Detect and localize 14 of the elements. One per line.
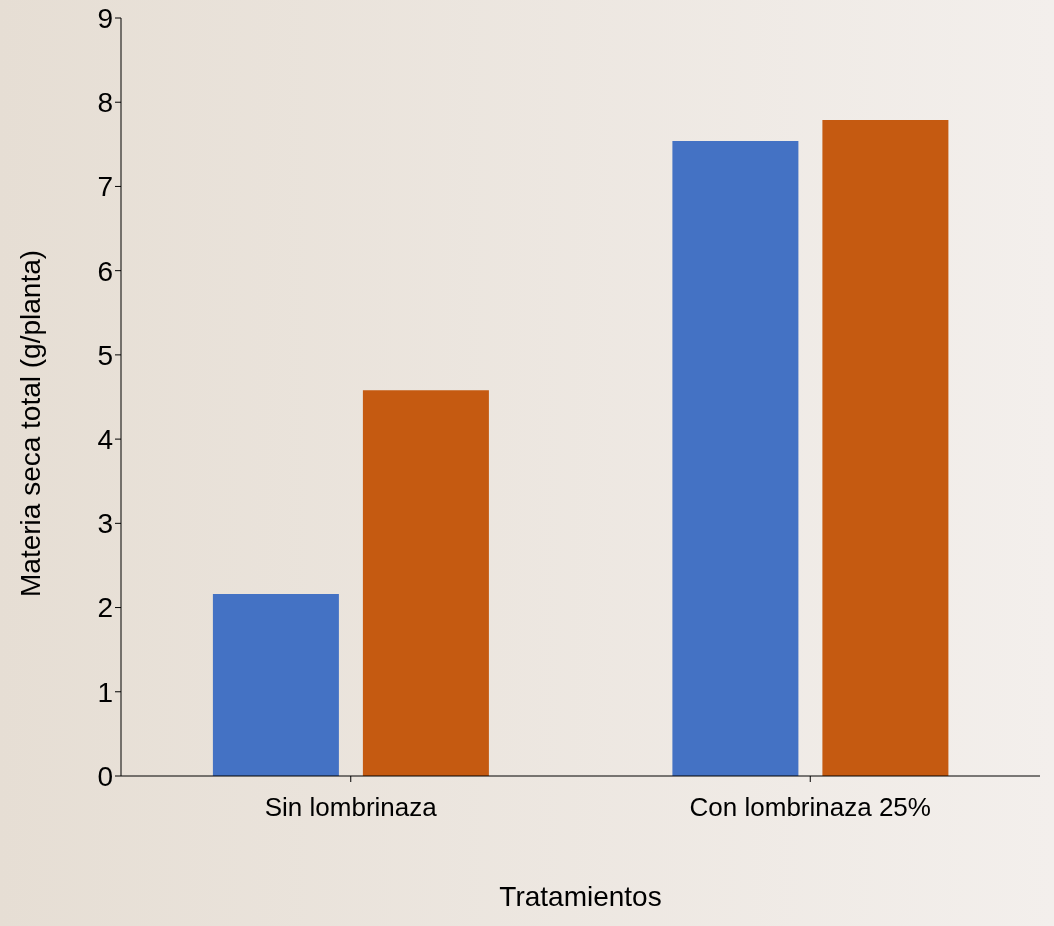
y-axis-title: Materia seca total (g/planta) xyxy=(14,249,46,597)
y-tick-label: 2 xyxy=(97,592,113,624)
y-tick-label: 4 xyxy=(97,424,113,456)
y-tick-label: 1 xyxy=(97,676,113,708)
y-tick-label: 9 xyxy=(97,2,113,34)
y-tick-label: 0 xyxy=(97,760,113,792)
y-tick-label: 5 xyxy=(97,339,113,371)
y-tick-label: 3 xyxy=(97,508,113,540)
x-tick-label: Con lombrinaza 25% xyxy=(689,792,931,823)
y-tick-label: 7 xyxy=(97,171,113,203)
y-tick-label: 6 xyxy=(97,255,113,287)
y-tick-label: 8 xyxy=(97,87,113,119)
x-tick-label: Sin lombrinaza xyxy=(264,792,438,823)
x-axis-title: Tratamientos xyxy=(499,881,662,912)
